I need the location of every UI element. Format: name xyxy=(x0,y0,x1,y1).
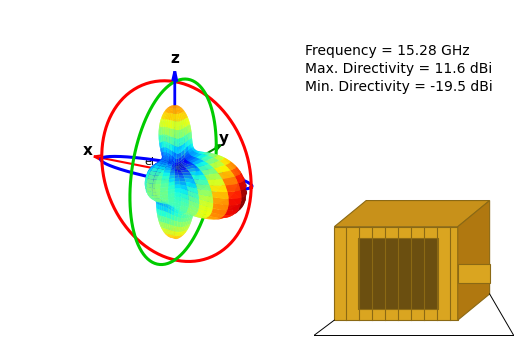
Polygon shape xyxy=(334,227,458,320)
Text: Min. Directivity = -19.5 dBi: Min. Directivity = -19.5 dBi xyxy=(305,80,493,94)
Text: Frequency = 15.28 GHz: Frequency = 15.28 GHz xyxy=(305,44,470,58)
Bar xyxy=(458,264,489,283)
Text: Max. Directivity = 11.6 dBi: Max. Directivity = 11.6 dBi xyxy=(305,62,492,76)
Polygon shape xyxy=(458,201,489,320)
Polygon shape xyxy=(334,201,489,227)
Polygon shape xyxy=(358,238,438,309)
